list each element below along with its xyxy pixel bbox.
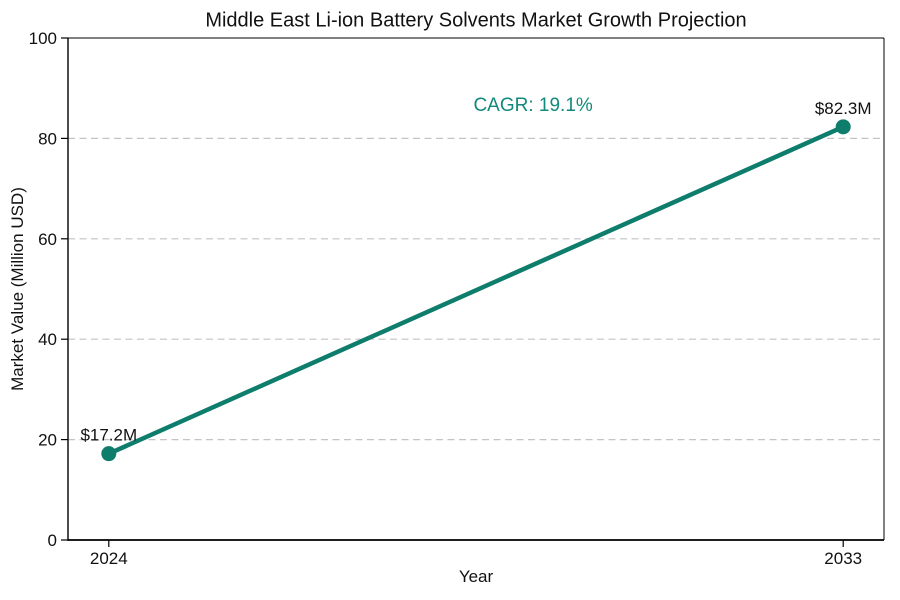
x-axis-label: Year	[458, 567, 494, 586]
y-tick-label: 20	[38, 431, 57, 450]
x-tick-label: 2024	[90, 549, 128, 568]
data-point-label: $17.2M	[80, 426, 137, 445]
data-point-marker	[101, 446, 117, 462]
y-tick-label: 60	[38, 230, 57, 249]
x-tick-label: 2033	[824, 549, 862, 568]
data-point-label: $82.3M	[815, 99, 872, 118]
data-point-marker	[835, 119, 851, 135]
cagr-annotation: CAGR: 19.1%	[473, 95, 592, 116]
y-axis-label: Market Value (Million USD)	[8, 187, 27, 391]
data-line	[106, 124, 846, 456]
y-tick-label: 0	[48, 531, 57, 550]
chart-title: Middle East Li-ion Battery Solvents Mark…	[205, 9, 747, 32]
y-tick-label: 80	[38, 129, 57, 148]
y-tick-label: 40	[38, 330, 57, 349]
y-tick-label: 100	[29, 29, 57, 48]
